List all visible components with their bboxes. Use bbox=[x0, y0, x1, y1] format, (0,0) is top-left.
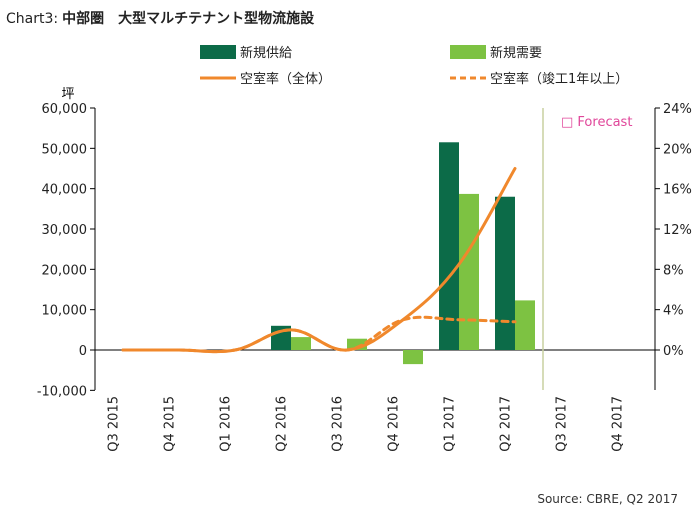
x-tick-label: Q1 2016 bbox=[219, 396, 234, 452]
bar-demand bbox=[459, 193, 479, 350]
y-tick-label-left: 60,000 bbox=[42, 102, 88, 117]
lines bbox=[121, 167, 517, 354]
chart-title: Chart3: 中部圏 大型マルチテナント型物流施設 bbox=[6, 8, 314, 28]
x-tick-label: Q3 2016 bbox=[331, 396, 346, 452]
x-tick-label: Q2 2017 bbox=[499, 396, 514, 452]
x-tick-label: Q3 2017 bbox=[555, 396, 570, 452]
source-note: Source: CBRE, Q2 2017 bbox=[537, 492, 678, 506]
y-tick-label-right: 24% bbox=[663, 102, 692, 117]
y-tick-label-left: 30,000 bbox=[42, 223, 88, 238]
legend-label: 新規需要 bbox=[490, 45, 542, 61]
x-tick-label: Q4 2015 bbox=[163, 396, 178, 452]
bar-demand bbox=[291, 337, 311, 350]
y-tick-label-right: 12% bbox=[663, 223, 692, 238]
y-tick-label-left: 40,000 bbox=[42, 183, 88, 198]
line-vacancy-1yr bbox=[121, 315, 517, 354]
y-tick-label-right: 8% bbox=[663, 263, 684, 278]
y-axis-unit-label: 坪 bbox=[61, 87, 74, 102]
y-tick-label-left: 0 bbox=[79, 344, 87, 359]
x-tick-label: Q1 2017 bbox=[443, 396, 458, 452]
legend-swatch bbox=[450, 45, 486, 59]
x-tick-label: Q4 2017 bbox=[611, 396, 626, 452]
axes: -10,000 0 10,000 20,000 30,000 40,000 50,000 60… bbox=[37, 102, 692, 452]
chart-title-main: 中部圏 大型マルチテナント型物流施設 bbox=[62, 11, 315, 27]
bar-demand bbox=[515, 300, 535, 350]
legend-label: 空室率（全体） bbox=[240, 71, 331, 87]
bar-demand bbox=[347, 338, 367, 350]
y-tick-label-left: 50,000 bbox=[42, 142, 88, 157]
legend-swatch bbox=[200, 45, 236, 59]
y-tick-label-right: 16% bbox=[663, 183, 692, 198]
forecast-region: □ Forecast bbox=[542, 108, 632, 390]
bar-supply bbox=[495, 196, 515, 350]
bar-supply bbox=[439, 142, 459, 350]
y-tick-label-left: -10,000 bbox=[37, 384, 87, 399]
x-tick-label: Q2 2016 bbox=[275, 396, 290, 452]
x-tick-label: Q3 2015 bbox=[107, 396, 122, 452]
y-tick-label-left: 10,000 bbox=[42, 304, 88, 319]
y-tick-label-left: 20,000 bbox=[42, 263, 88, 278]
y-tick-label-right: 0% bbox=[663, 344, 684, 359]
forecast-label: □ Forecast bbox=[561, 115, 632, 130]
bars bbox=[271, 142, 535, 365]
chart-title-prefix: Chart3: bbox=[6, 11, 59, 27]
legend-label: 新規供給 bbox=[240, 45, 292, 61]
y-tick-label-right: 4% bbox=[663, 304, 684, 319]
x-tick-label: Q4 2016 bbox=[387, 396, 402, 452]
y-tick-label-right: 20% bbox=[663, 142, 692, 157]
legend-label: 空室率（竣工1年以上） bbox=[490, 71, 628, 87]
bar-demand bbox=[403, 350, 423, 365]
